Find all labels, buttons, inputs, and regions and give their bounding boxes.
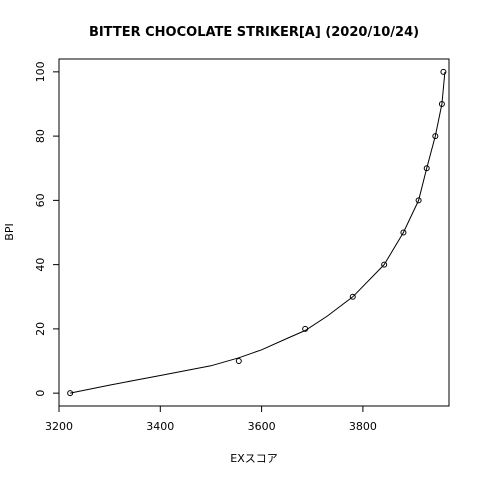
data-point <box>400 229 407 236</box>
data-point <box>415 197 422 204</box>
y-tick-label: 40 <box>34 258 47 272</box>
data-points <box>67 68 447 397</box>
x-tick-label: 3200 <box>45 420 73 433</box>
y-axis-label: BPI <box>3 223 16 240</box>
data-point <box>432 133 439 140</box>
y-tick-label: 0 <box>34 390 47 397</box>
x-axis-label: EXスコア <box>230 452 278 465</box>
data-point <box>423 165 430 172</box>
y-tick-label: 60 <box>34 193 47 207</box>
data-point <box>440 68 447 75</box>
y-tick-label: 80 <box>34 129 47 143</box>
x-tick-label: 3600 <box>248 420 276 433</box>
data-point <box>235 358 242 365</box>
y-tick-label: 100 <box>34 61 47 82</box>
data-point <box>67 390 74 397</box>
x-tick-label: 3400 <box>146 420 174 433</box>
x-tick-label: 3800 <box>349 420 377 433</box>
x-axis: 3200 3400 3600 3800 <box>45 405 377 433</box>
data-point <box>438 100 445 107</box>
data-point <box>381 261 388 268</box>
data-point <box>349 293 356 300</box>
chart-title: BITTER CHOCOLATE STRIKER[A] (2020/10/24) <box>89 25 419 40</box>
data-point <box>302 325 309 332</box>
y-axis: 0 20 40 60 80 100 <box>34 61 60 397</box>
bpi-curve <box>70 71 446 394</box>
plot-frame <box>58 58 450 407</box>
y-tick-label: 20 <box>34 322 47 336</box>
